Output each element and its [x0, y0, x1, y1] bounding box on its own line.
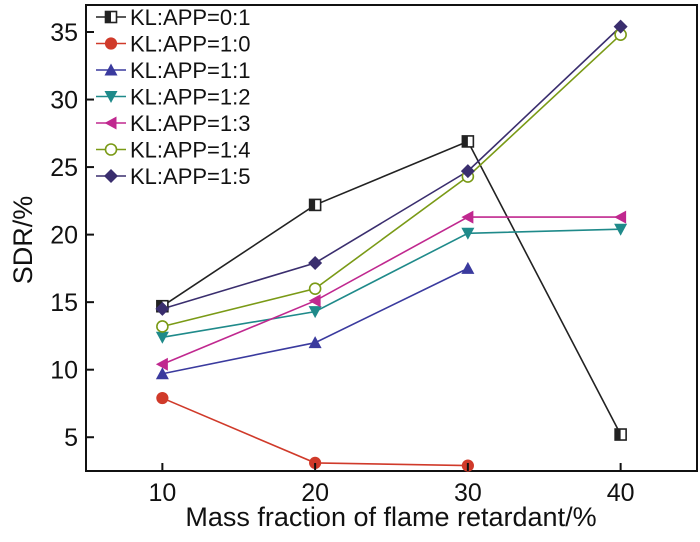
legend-label: KL:APP=1:0 — [130, 32, 250, 57]
legend-entry: KL:APP=1:5 — [96, 164, 250, 189]
x-tick-label: 30 — [454, 479, 482, 507]
y-tick-label: 15 — [50, 289, 78, 317]
y-tick-label: 35 — [50, 19, 78, 47]
legend-entry: KL:APP=1:2 — [96, 85, 250, 110]
legend-label: KL:APP=1:2 — [130, 85, 250, 110]
legend-label: KL:APP=1:3 — [130, 111, 250, 136]
data-point — [308, 306, 322, 319]
data-point — [614, 210, 627, 224]
y-tick-label: 25 — [50, 154, 78, 182]
legend-entry: KL:APP=0:1 — [96, 5, 250, 30]
data-point — [613, 19, 628, 34]
plot-frame — [85, 4, 698, 472]
series-line-2 — [162, 397, 468, 467]
data-point — [155, 367, 169, 380]
data-point — [461, 210, 474, 224]
legend-marker — [104, 10, 118, 24]
legend-label: KL:APP=1:4 — [130, 138, 250, 163]
data-point — [308, 336, 322, 349]
series-line-1 — [161, 140, 622, 435]
x-tick-label: 20 — [301, 479, 329, 507]
legend-marker — [104, 169, 118, 183]
data-point — [614, 223, 628, 236]
data-point — [155, 331, 169, 344]
series-line-6 — [162, 34, 622, 328]
x-axis-title: Mass fraction of flame retardant/% — [185, 502, 596, 532]
data-point — [460, 164, 475, 179]
data-point — [155, 357, 168, 371]
y-tick-label: 10 — [50, 357, 78, 385]
series-line-7 — [162, 26, 622, 310]
legend-marker — [104, 37, 118, 50]
x-tick-label: 40 — [607, 479, 635, 507]
legend-entry: KL:APP=1:3 — [96, 111, 250, 136]
legend-marker — [104, 63, 118, 76]
legend-entry: KL:APP=1:4 — [96, 138, 250, 163]
legend-entry: KL:APP=1:1 — [96, 58, 250, 83]
data-point — [156, 320, 169, 333]
y-axis-title: SDR/% — [8, 196, 38, 285]
legend-marker — [104, 143, 118, 156]
legend-entry: KL:APP=1:0 — [96, 32, 250, 57]
data-point — [155, 301, 170, 316]
data-point — [308, 255, 323, 270]
legend-marker — [104, 91, 118, 103]
y-tick-label: 5 — [64, 424, 78, 452]
legend-label: KL:APP=0:1 — [130, 5, 250, 30]
series-line-5 — [162, 216, 621, 366]
data-point — [156, 391, 169, 405]
x-tick-label: 10 — [148, 479, 176, 507]
data-point — [461, 135, 475, 148]
y-tick-label: 20 — [50, 222, 78, 250]
data-point — [308, 282, 322, 295]
data-point — [461, 227, 475, 240]
data-point — [308, 198, 322, 212]
data-point — [461, 261, 475, 274]
y-tick-label: 30 — [50, 87, 78, 115]
legend-marker — [104, 116, 117, 130]
legend-label: KL:APP=1:1 — [130, 58, 250, 83]
data-point — [308, 294, 321, 308]
legend-label: KL:APP=1:5 — [130, 164, 250, 189]
data-point — [614, 428, 627, 441]
series-line-4 — [162, 228, 621, 339]
